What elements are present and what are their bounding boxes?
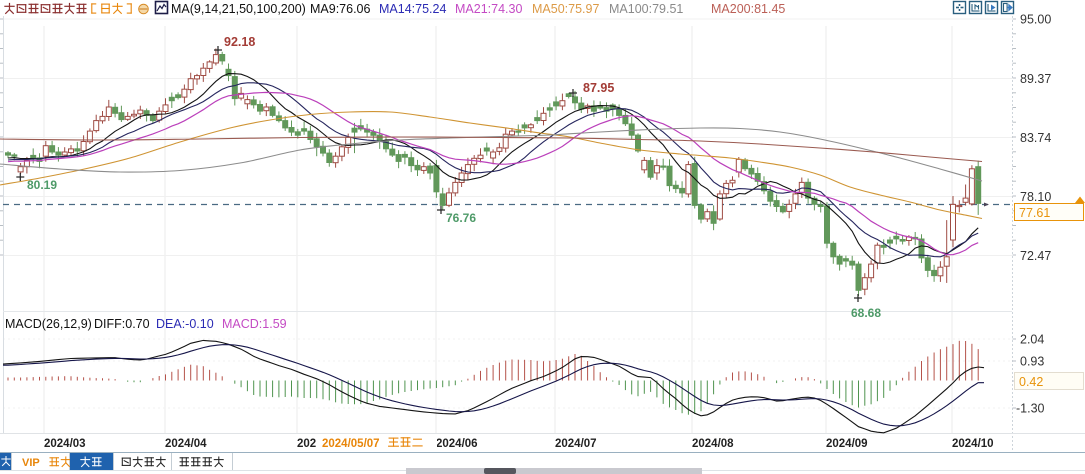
svg-text:MA21:74.30: MA21:74.30 [455, 2, 522, 16]
svg-text:MACD(26,12,9): MACD(26,12,9) [5, 317, 92, 331]
svg-text:80.19: 80.19 [27, 178, 57, 192]
svg-text:MACD:1.59: MACD:1.59 [222, 317, 287, 331]
svg-text:VIP: VIP [22, 457, 40, 469]
svg-text:MA100:79.51: MA100:79.51 [609, 2, 683, 16]
svg-text:MA50:75.97: MA50:75.97 [532, 2, 599, 16]
svg-text:MA14:75.24: MA14:75.24 [379, 2, 446, 16]
svg-text:MA200:81.45: MA200:81.45 [711, 2, 785, 16]
svg-text:DIFF:0.70: DIFF:0.70 [94, 317, 150, 331]
svg-text:2024/05/07: 2024/05/07 [322, 438, 380, 450]
svg-text:202: 202 [297, 438, 316, 450]
svg-text:2024/07: 2024/07 [555, 438, 597, 450]
svg-text:89.37: 89.37 [1020, 72, 1051, 86]
svg-text:0.42: 0.42 [1019, 375, 1043, 389]
svg-text:MA9:76.06: MA9:76.06 [310, 2, 371, 16]
svg-text:83.74: 83.74 [1020, 131, 1051, 145]
svg-text:76.76: 76.76 [446, 211, 476, 225]
svg-text:MA(9,14,21,50,100,200): MA(9,14,21,50,100,200) [171, 2, 306, 16]
svg-text:2024/09: 2024/09 [826, 438, 868, 450]
svg-text:87.95: 87.95 [583, 81, 614, 95]
svg-text:92.18: 92.18 [224, 35, 255, 49]
svg-text:68.68: 68.68 [851, 306, 881, 320]
svg-text:77.61: 77.61 [1019, 206, 1050, 220]
svg-text:2024/06: 2024/06 [436, 438, 478, 450]
svg-text:2024/10: 2024/10 [952, 438, 994, 450]
svg-text:2024/03: 2024/03 [44, 438, 86, 450]
svg-text:2.04: 2.04 [1020, 333, 1044, 347]
svg-text:78.10: 78.10 [1020, 190, 1051, 204]
svg-text:95.00: 95.00 [1020, 13, 1051, 27]
svg-text:2024/04: 2024/04 [165, 438, 207, 450]
svg-text:-1.30: -1.30 [1016, 402, 1045, 416]
svg-text:DEA:-0.10: DEA:-0.10 [156, 317, 214, 331]
svg-text:2024/08: 2024/08 [692, 438, 734, 450]
svg-text:72.47: 72.47 [1020, 249, 1051, 263]
svg-text:0.93: 0.93 [1020, 355, 1044, 369]
